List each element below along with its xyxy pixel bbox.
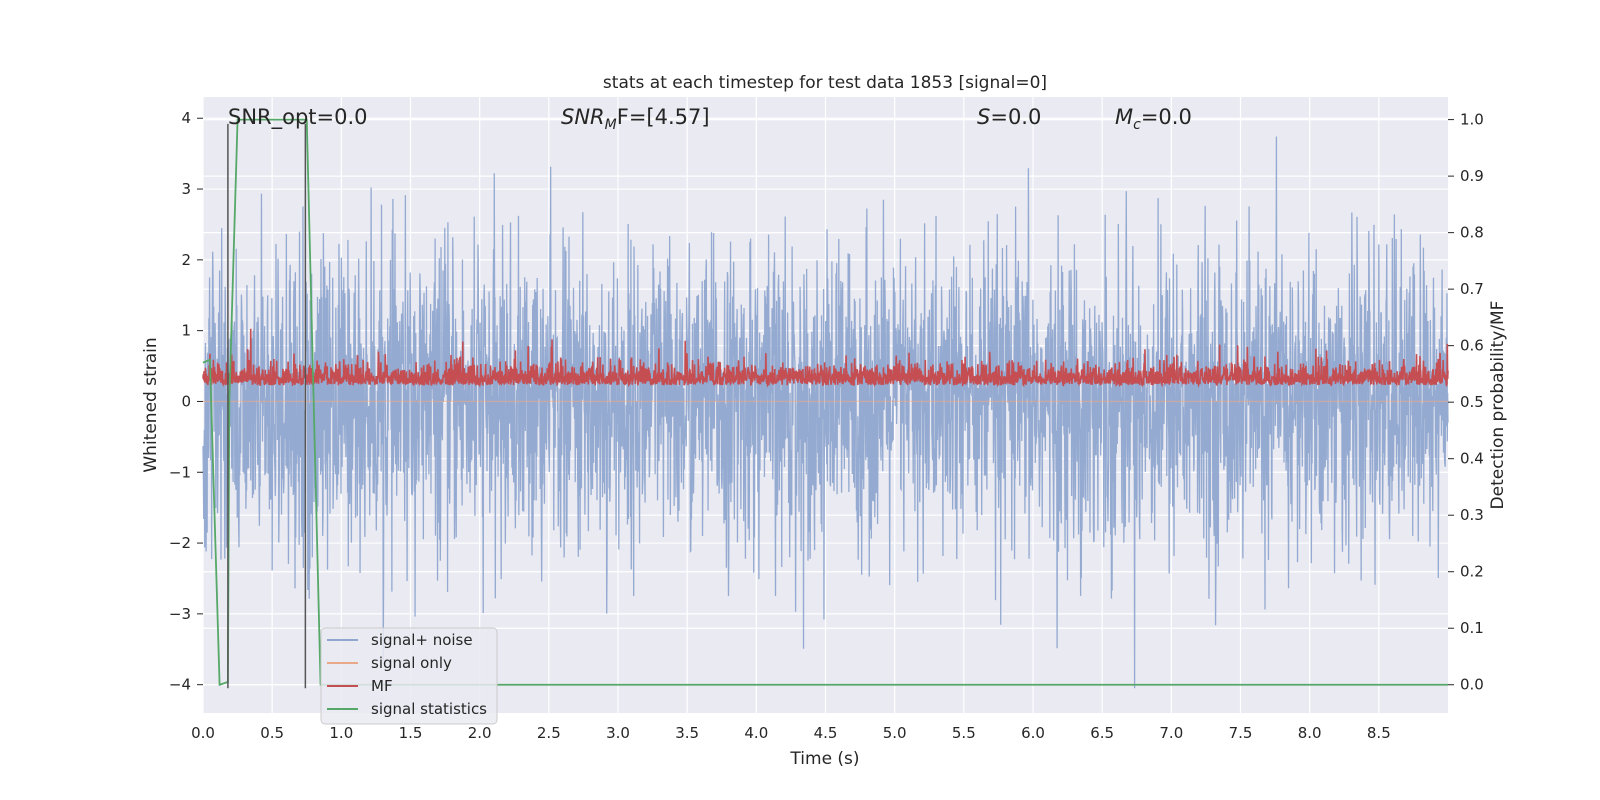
y-tick-label-right: 0.0: [1460, 676, 1484, 694]
x-tick-label: 1.5: [399, 724, 423, 742]
y-tick-label-right: 0.5: [1460, 393, 1484, 411]
legend-label-mf: MF: [371, 677, 393, 695]
annotation-mc-name: M: [1115, 105, 1133, 129]
legend-label-signal-only: signal only: [371, 654, 452, 672]
x-axis-label: Time (s): [789, 749, 859, 769]
x-tick-label: 5.0: [883, 724, 907, 742]
x-tick-label: 1.0: [329, 724, 353, 742]
x-ticks: 0.0 0.5 1.0 1.5 2.0 2.5 3.0 3.5 4.0 4.5 5.0 5.5 6.0 6…: [191, 724, 1391, 742]
annotation-mc: Mc=0.0: [1115, 105, 1192, 133]
y-tick-label-left: 2: [181, 251, 191, 269]
y-tick-label-right: 0.1: [1460, 619, 1484, 637]
annotation-s: S=0.0: [977, 105, 1041, 129]
y-tick-label-left: 4: [181, 109, 191, 127]
x-tick-label: 7.5: [1229, 724, 1253, 742]
annotation-mc-sub: c: [1133, 117, 1141, 133]
x-tick-label: 4.5: [814, 724, 838, 742]
x-tick-label: 3.5: [675, 724, 699, 742]
x-tick-label: 2.5: [537, 724, 561, 742]
legend-box: [320, 627, 498, 725]
y-tick-label-left: −2: [169, 534, 191, 552]
annotation-snr-mf-name: SNR: [561, 105, 605, 129]
x-tick-label: 6.5: [1090, 724, 1114, 742]
y-tick-label-left: 0: [181, 392, 191, 410]
x-tick-label: 7.0: [1159, 724, 1183, 742]
y-ticks-left: −4 −3 −2 −1 0 1 2 3 4: [169, 109, 203, 694]
x-tick-label: 8.0: [1298, 724, 1322, 742]
chart-title: stats at each timestep for test data 185…: [603, 73, 1047, 93]
y-ticks-right: 0.0 0.1 0.2 0.3 0.4 0.5 0.6 0.7 0.8 0.9 1.0: [1448, 111, 1484, 694]
y-tick-label-right: 0.7: [1460, 280, 1484, 298]
annotation-mc-rest: =0.0: [1141, 105, 1192, 129]
x-tick-label: 5.5: [952, 724, 976, 742]
y-tick-label-left: 1: [181, 322, 191, 340]
y-tick-label-left: 3: [181, 180, 191, 198]
legend-label-signal-noise: signal+ noise: [371, 631, 473, 649]
x-tick-label: 0.0: [191, 724, 215, 742]
annotation-snr-mf-rest: F=[4.57]: [617, 105, 710, 129]
y-tick-label-right: 0.8: [1460, 224, 1484, 242]
x-tick-label: 4.0: [744, 724, 768, 742]
y-axis-label-left: Whitened strain: [141, 337, 161, 472]
annotation-snr-mf: SNRMF=[4.57]: [561, 105, 710, 133]
x-tick-label: 0.5: [260, 724, 284, 742]
series-line-mf: [202, 328, 1449, 388]
x-tick-label: 8.5: [1367, 724, 1391, 742]
annotation-s-rest: =0.0: [990, 105, 1041, 129]
annotation-s-name: S: [977, 105, 990, 129]
y-tick-label-right: 0.9: [1460, 167, 1484, 185]
y-tick-label-left: −1: [169, 463, 191, 481]
x-tick-label: 6.0: [1021, 724, 1045, 742]
annotation-snr-opt: SNR_opt=0.0: [228, 105, 368, 130]
y-tick-label-right: 0.4: [1460, 450, 1484, 468]
y-tick-label-right: 0.3: [1460, 506, 1484, 524]
y-tick-label-right: 1.0: [1460, 111, 1484, 129]
legend-label-signal-statistics: signal statistics: [371, 700, 487, 718]
y-tick-label-left: −3: [169, 605, 191, 623]
y-tick-label-left: −4: [169, 676, 191, 694]
legend: signal+ noise signal only MF signal stat…: [320, 627, 498, 725]
y-tick-label-right: 0.2: [1460, 563, 1484, 581]
x-tick-label: 3.0: [606, 724, 630, 742]
y-tick-label-right: 0.6: [1460, 337, 1484, 355]
y-axis-label-right: Detection probability/MF: [1488, 301, 1508, 510]
annotation-snr-mf-sub: M: [605, 117, 617, 133]
x-tick-label: 2.0: [468, 724, 492, 742]
